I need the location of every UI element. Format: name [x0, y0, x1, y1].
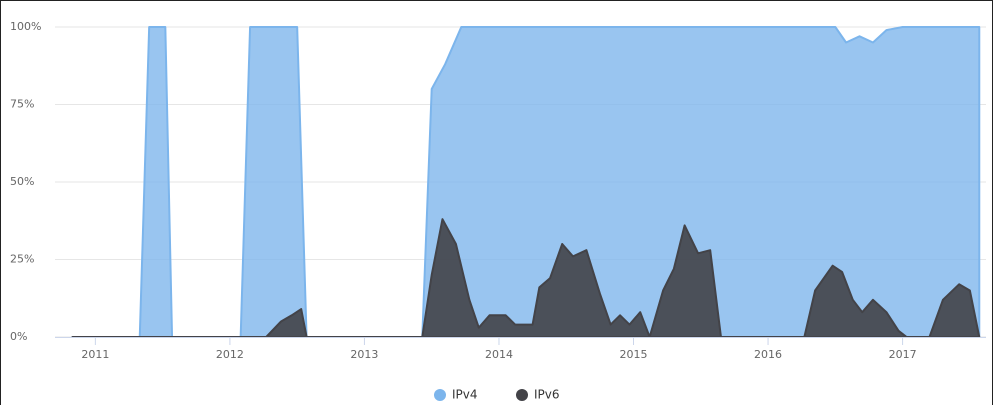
legend-label: IPv4: [452, 388, 478, 402]
x-tick-label: 2016: [754, 348, 782, 361]
area: [71, 26, 981, 338]
areas: [71, 26, 981, 338]
legend: IPv4 IPv6: [434, 388, 560, 402]
legend-marker: [516, 389, 528, 401]
x-tick-label: 2012: [216, 348, 244, 361]
x-tick-label: 2011: [81, 348, 109, 361]
y-tick-label: 50%: [10, 175, 34, 188]
x-tick-label: 2014: [485, 348, 513, 361]
y-tick-label: 25%: [10, 253, 34, 266]
x-tick-label: 2017: [889, 348, 917, 361]
legend-label: IPv6: [534, 388, 560, 402]
area: [71, 218, 981, 338]
legend-marker: [434, 389, 446, 401]
x-tick-label: 2013: [350, 348, 378, 361]
y-tick-label: 0%: [10, 330, 27, 343]
y-tick-label: 75%: [10, 98, 34, 111]
axes: 0% 25% 50% 75% 100% 2011 2012 2013 2014 2015 2016 2…: [10, 20, 986, 361]
x-tick-label: 2015: [620, 348, 648, 361]
y-tick-label: 100%: [10, 20, 41, 33]
